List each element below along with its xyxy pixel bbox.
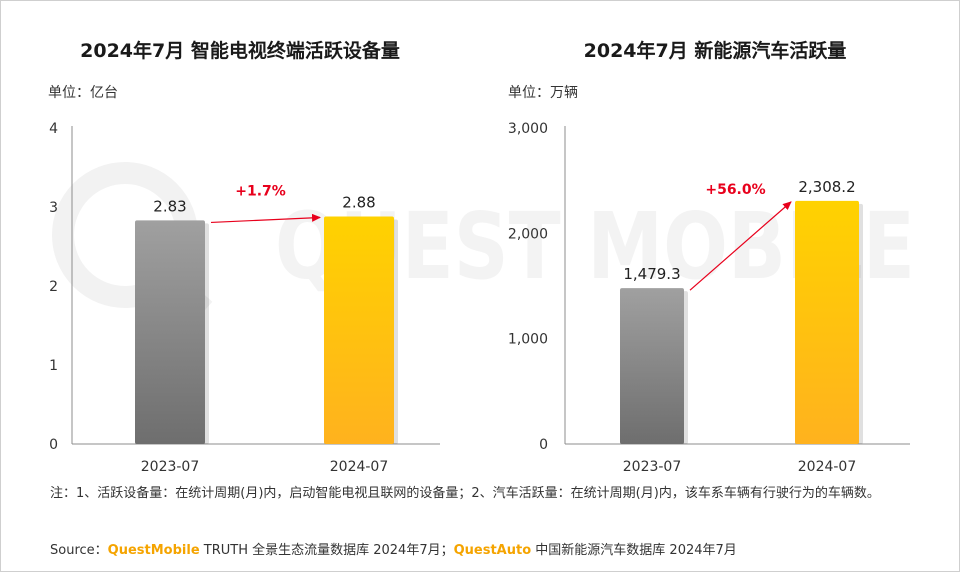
growth-arrow <box>210 213 321 224</box>
bar-2024-07 <box>795 200 859 444</box>
growth-arrow <box>689 201 792 291</box>
y-tick-label: 2 <box>49 279 58 295</box>
growth-rate-label: +56.0% <box>705 182 765 198</box>
y-tick-label: 3,000 <box>508 121 548 137</box>
footnote: 注：1、活跃设备量：在统计周期(月)内，启动智能电视且联网的设备量；2、汽车活跃… <box>50 486 880 501</box>
y-tick-label: 1 <box>49 358 58 374</box>
bar-2023-07 <box>135 220 205 444</box>
y-tick-label: 1,000 <box>508 332 548 348</box>
source-text-1: TRUTH 全景生态流量数据库 2024年7月； <box>199 543 454 558</box>
x-category-label: 2023-07 <box>141 459 200 475</box>
x-category-label: 2024-07 <box>330 459 389 475</box>
x-category-label: 2024-07 <box>798 459 857 475</box>
y-tick-label: 4 <box>49 121 58 137</box>
bar-value-label: 1,479.3 <box>623 265 680 283</box>
source-prefix: Source： <box>50 543 108 558</box>
chart-2-unit: 单位：万辆 <box>508 85 578 101</box>
source-brand-questauto: QuestAuto <box>453 543 532 558</box>
bar-2023-07 <box>620 288 684 444</box>
growth-rate-label: +1.7% <box>235 183 286 199</box>
source-brand-questmobile: QuestMobile <box>107 543 200 558</box>
y-tick-label: 2,000 <box>508 226 548 242</box>
chart-1-title: 2024年7月 智能电视终端活跃设备量 <box>80 40 400 62</box>
chart-2-title: 2024年7月 新能源汽车活跃量 <box>583 40 847 62</box>
bar-value-label: 2.88 <box>342 193 375 211</box>
chart-1-unit: 单位：亿台 <box>48 85 118 101</box>
y-tick-label: 3 <box>49 200 58 216</box>
source-text-2: 中国新能源汽车数据库 2024年7月 <box>531 543 737 558</box>
y-tick-label: 0 <box>49 437 58 453</box>
source-line: Source：QuestMobile TRUTH 全景生态流量数据库 2024年… <box>50 539 737 558</box>
bar-2024-07 <box>324 216 394 444</box>
bar-value-label: 2.83 <box>153 197 186 215</box>
y-tick-label: 0 <box>539 437 548 453</box>
x-category-label: 2023-07 <box>623 459 682 475</box>
bar-value-label: 2,308.2 <box>798 178 855 196</box>
